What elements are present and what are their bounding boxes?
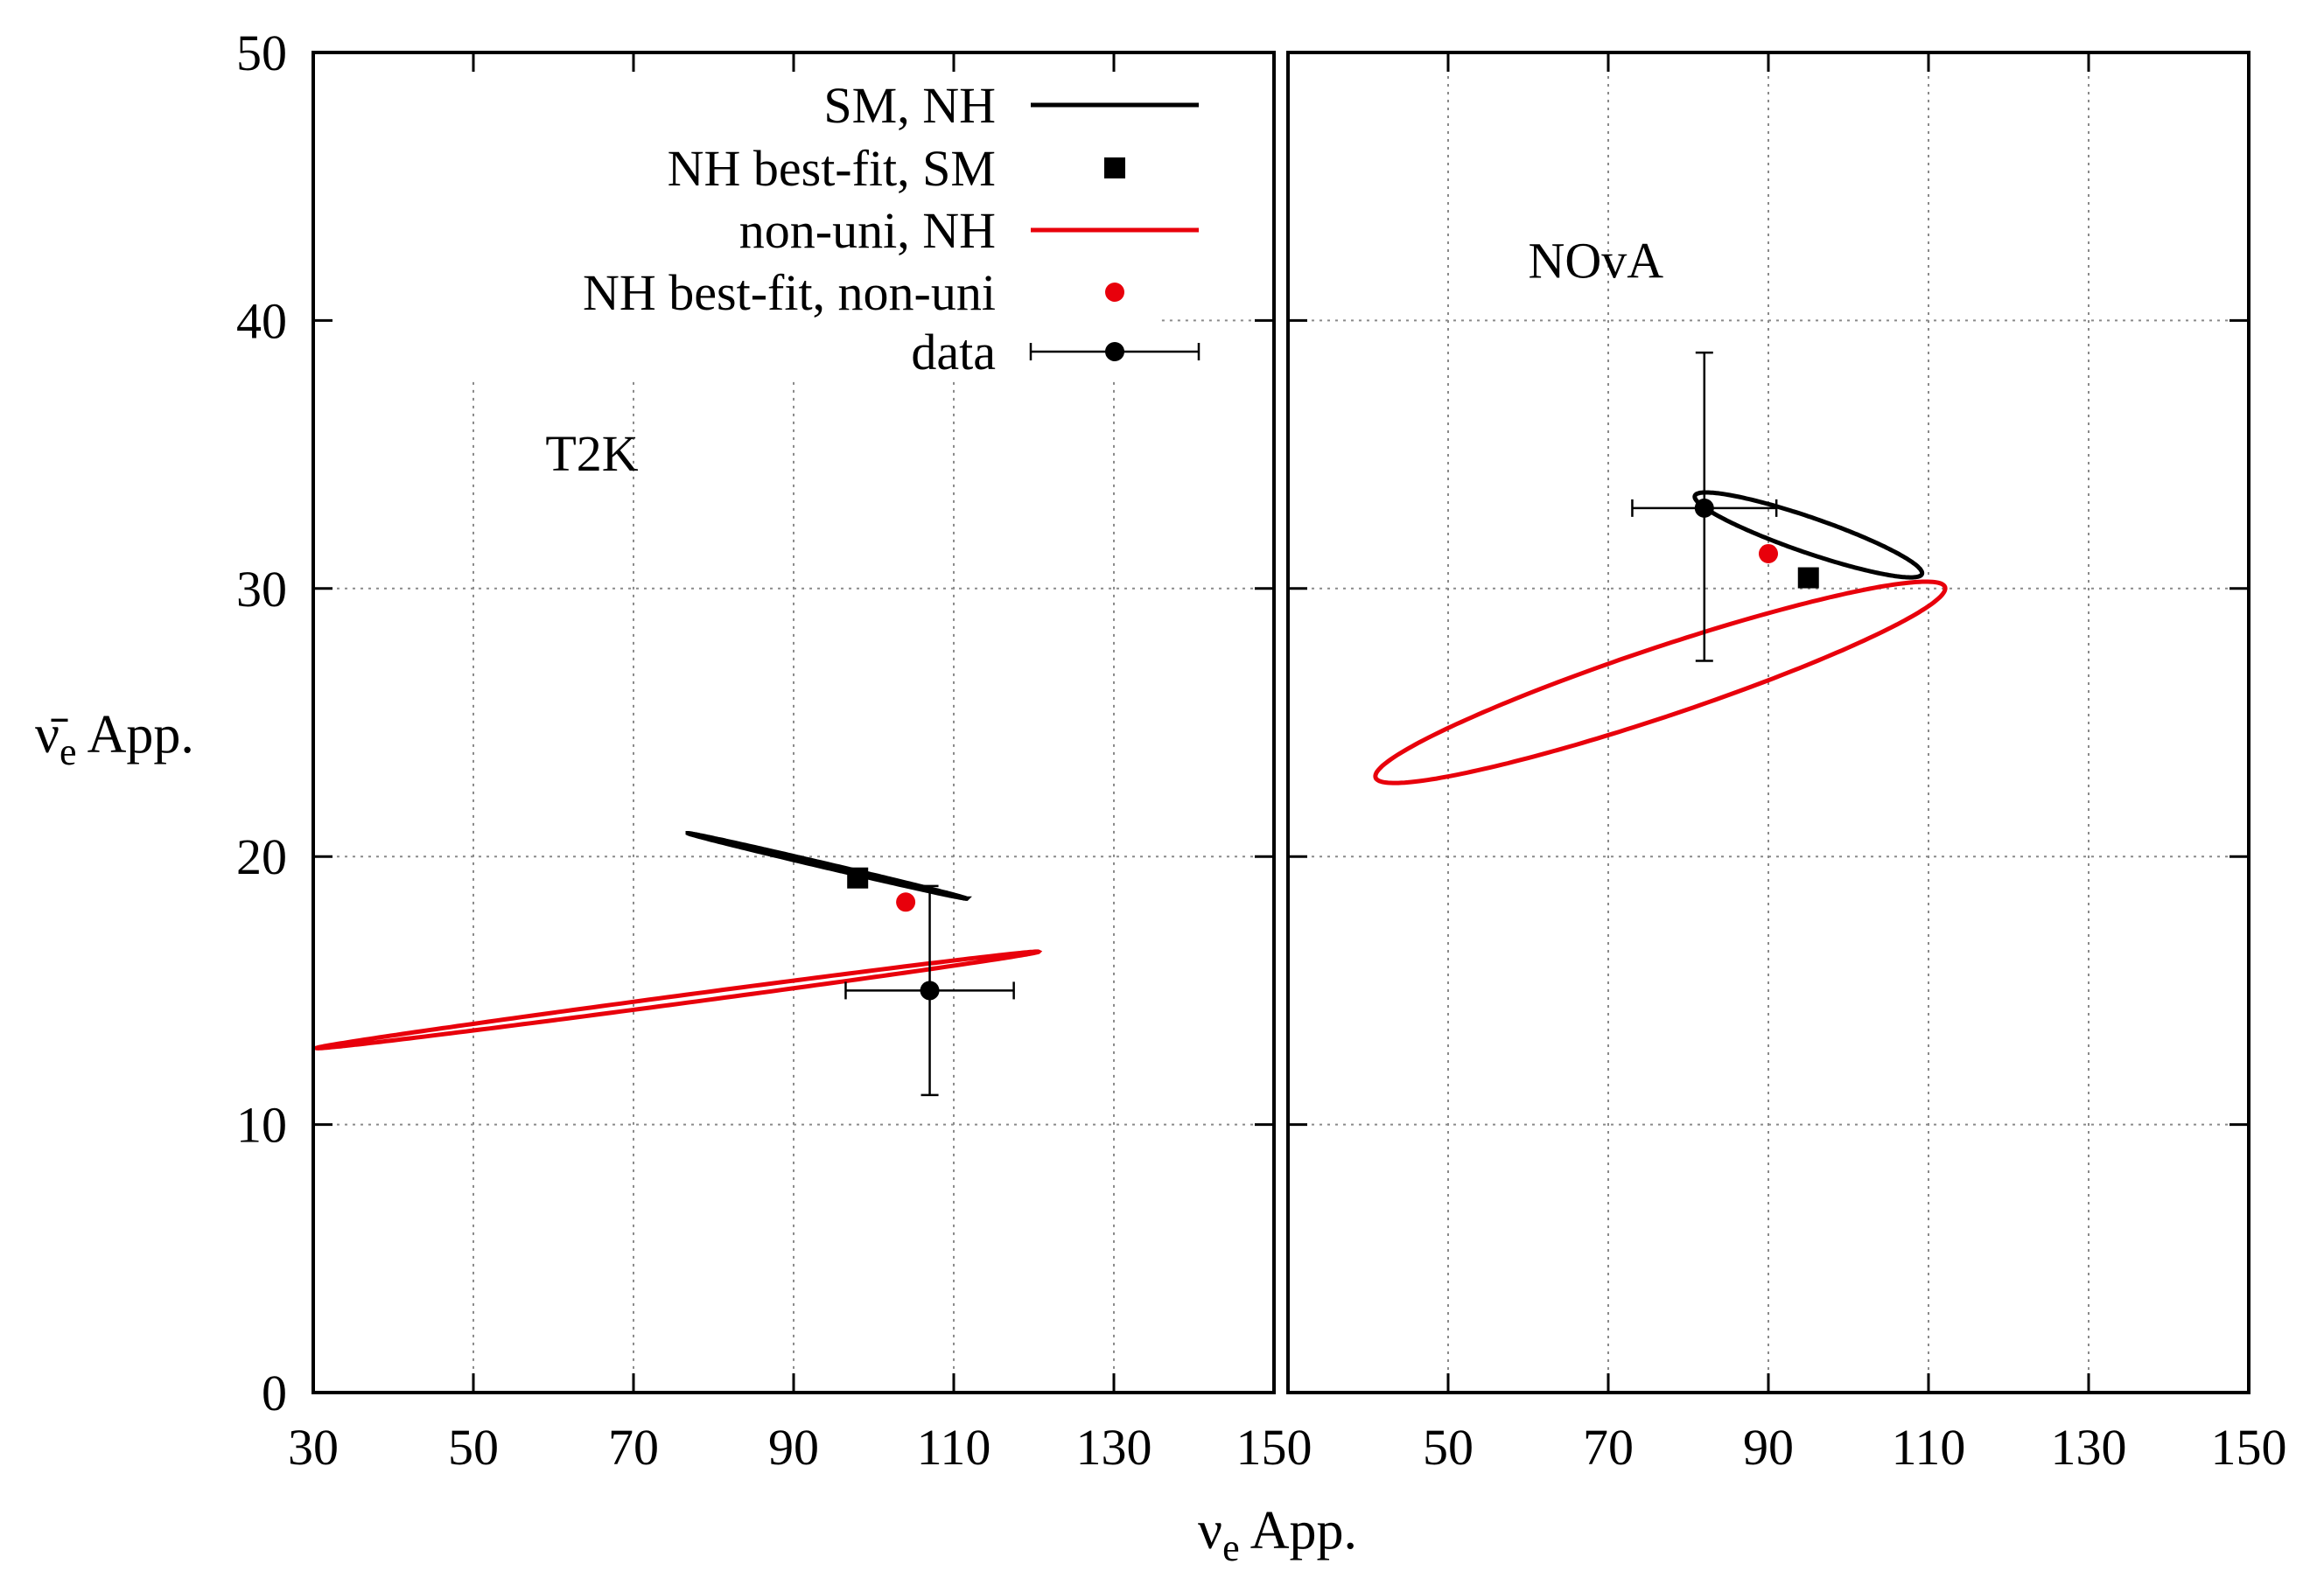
x-tick-label: 150 <box>2211 1419 2287 1476</box>
x-tick-label: 90 <box>768 1419 819 1476</box>
nonuni-best-fit-marker <box>1759 543 1778 563</box>
x-tick-label: 110 <box>1892 1419 1966 1476</box>
legend-label-data: data <box>911 324 996 381</box>
y-tick-label: 0 <box>262 1365 287 1421</box>
x-tick-label: 110 <box>917 1419 991 1476</box>
x-tick-label: 70 <box>1583 1419 1634 1476</box>
x-axis-label-rest: App. <box>1240 1501 1357 1561</box>
y-axis: 0 10 20 30 40 50 <box>236 24 287 1421</box>
y-tick-label: 30 <box>236 561 287 618</box>
x-tick-label: 70 <box>608 1419 659 1476</box>
panel-nova: 50 70 90 110 130 150 NOvA <box>1286 51 2287 1476</box>
legend-label-nonuni_bf: NH best-fit, non-uni <box>583 264 996 321</box>
panel-frame <box>1286 51 2250 1394</box>
x-tick-label: 130 <box>1076 1419 1152 1476</box>
legend-symbol-sm_bf <box>1104 157 1125 178</box>
sm-best-fit-marker <box>1797 567 1819 589</box>
x-tick-label: 50 <box>448 1419 499 1476</box>
x-tick-label: 50 <box>1423 1419 1474 1476</box>
x-axis-label-symbol: ν <box>1198 1501 1222 1561</box>
legend-symbol-nonuni_bf <box>1105 283 1124 302</box>
y-axis-label-rest: App. <box>77 705 194 765</box>
x-tick-label: 130 <box>2051 1419 2127 1476</box>
panel-label-nova: NOvA <box>1529 232 1664 289</box>
y-axis-label: ν̄e App. <box>35 705 194 773</box>
panel-frame <box>312 51 1276 1394</box>
sm-nh-contour <box>1692 490 1925 580</box>
nonuni-nh-contour <box>1373 579 1948 786</box>
legend-label-nonuni: non-uni, NH <box>739 202 996 259</box>
panel-t2k: 30 50 70 90 110 130 150 T2K <box>288 51 1312 1476</box>
nonuni-nh-contour <box>313 949 1043 1051</box>
sm-nh-contour <box>685 831 972 901</box>
y-tick-label: 20 <box>236 828 287 885</box>
x-axis-label: νe App. <box>1198 1501 1357 1569</box>
legend-symbol-dot <box>1105 342 1124 361</box>
x-tick-label: 150 <box>1236 1419 1312 1476</box>
plot-area <box>1373 351 1948 786</box>
data-point <box>1694 498 1714 518</box>
sm-best-fit-marker <box>847 867 869 889</box>
y-tick-label: 10 <box>236 1097 287 1154</box>
plot-area <box>313 831 1043 1097</box>
y-axis-label-sub: e <box>60 730 77 773</box>
data-point <box>920 981 940 1001</box>
panel-label-t2k: T2K <box>545 425 638 482</box>
nonuni-best-fit-marker <box>896 892 916 912</box>
axis-labels: ν̄e App.νe App. <box>35 705 1357 1569</box>
x-tick-label: 90 <box>1743 1419 1794 1476</box>
y-tick-label: 50 <box>236 24 287 81</box>
x-axis-label-sub: e <box>1222 1526 1240 1569</box>
y-tick-label: 40 <box>236 292 287 349</box>
legend-label-sm_bf: NH best-fit, SM <box>668 140 996 197</box>
x-tick-label: 30 <box>288 1419 339 1476</box>
legend-label-sm: SM, NH <box>823 77 996 134</box>
